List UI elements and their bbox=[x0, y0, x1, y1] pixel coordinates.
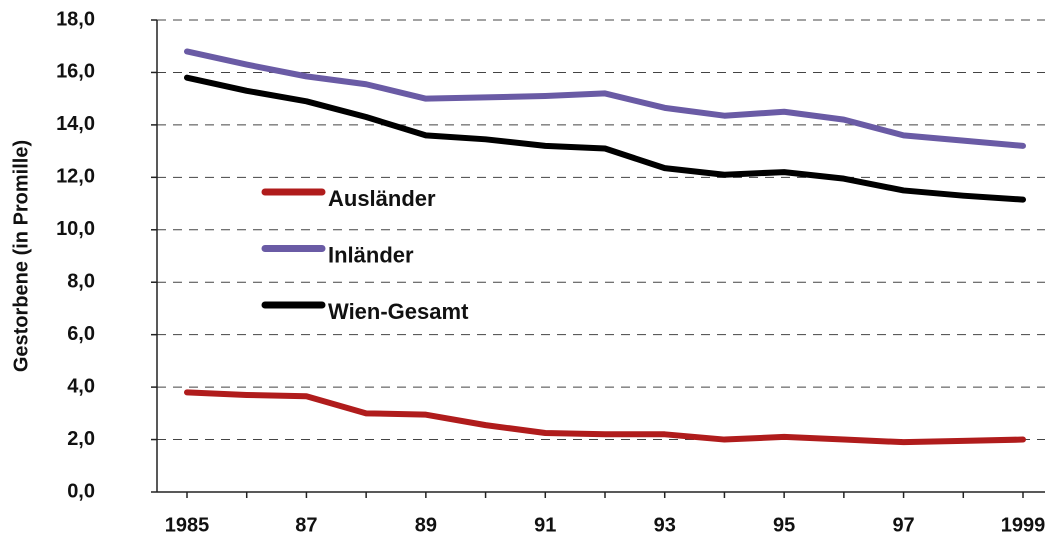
y-tick-label: 16,0 bbox=[56, 61, 95, 83]
legend-label: Ausländer bbox=[328, 186, 436, 211]
x-tick-label: 95 bbox=[773, 514, 795, 536]
y-tick-label: 2,0 bbox=[67, 428, 95, 450]
y-tick-label: 0,0 bbox=[67, 480, 95, 502]
y-tick-label: 8,0 bbox=[67, 271, 95, 293]
x-tick-label: 91 bbox=[534, 514, 556, 536]
legend-label: Wien-Gesamt bbox=[328, 299, 469, 324]
x-tick-label: 1985 bbox=[165, 514, 210, 536]
x-tick-label: 93 bbox=[654, 514, 676, 536]
x-tick-label: 97 bbox=[892, 514, 914, 536]
series-line bbox=[184, 389, 1026, 446]
y-tick-label: 10,0 bbox=[56, 218, 95, 240]
legend-label: Inländer bbox=[328, 242, 414, 267]
y-tick-label: 6,0 bbox=[67, 323, 95, 345]
y-tick-label: 4,0 bbox=[67, 375, 95, 397]
y-tick-label: 14,0 bbox=[56, 113, 95, 135]
y-tick-label: 12,0 bbox=[56, 166, 95, 188]
y-axis-label: Gestorbene (in Promille) bbox=[10, 140, 32, 372]
x-tick-label: 1999 bbox=[1001, 514, 1046, 536]
x-tick-label: 87 bbox=[295, 514, 317, 536]
y-tick-label: 18,0 bbox=[56, 8, 95, 30]
series-line bbox=[184, 74, 1026, 203]
series-line bbox=[184, 48, 1026, 149]
x-tick-label: 89 bbox=[415, 514, 437, 536]
